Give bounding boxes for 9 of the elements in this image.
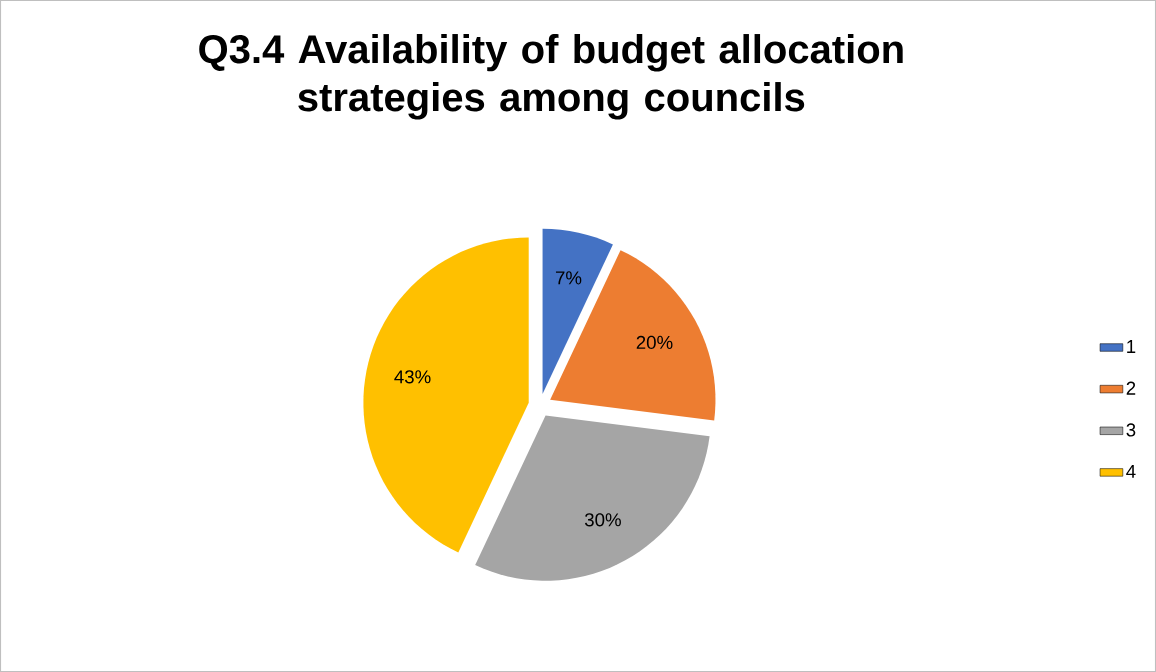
data-label: 7% xyxy=(555,271,582,285)
legend-label: 2 xyxy=(1126,381,1136,395)
data-label: 43% xyxy=(394,370,431,384)
legend-label: 1 xyxy=(1127,340,1136,353)
legend-label: 4 xyxy=(1126,464,1136,478)
chart-title: Q3.4 Availability of budget allocation strategies among councils xyxy=(199,34,903,120)
legend-label: 3 xyxy=(1126,423,1136,437)
data-label: 20% xyxy=(636,335,673,350)
data-label: 30% xyxy=(584,513,621,527)
